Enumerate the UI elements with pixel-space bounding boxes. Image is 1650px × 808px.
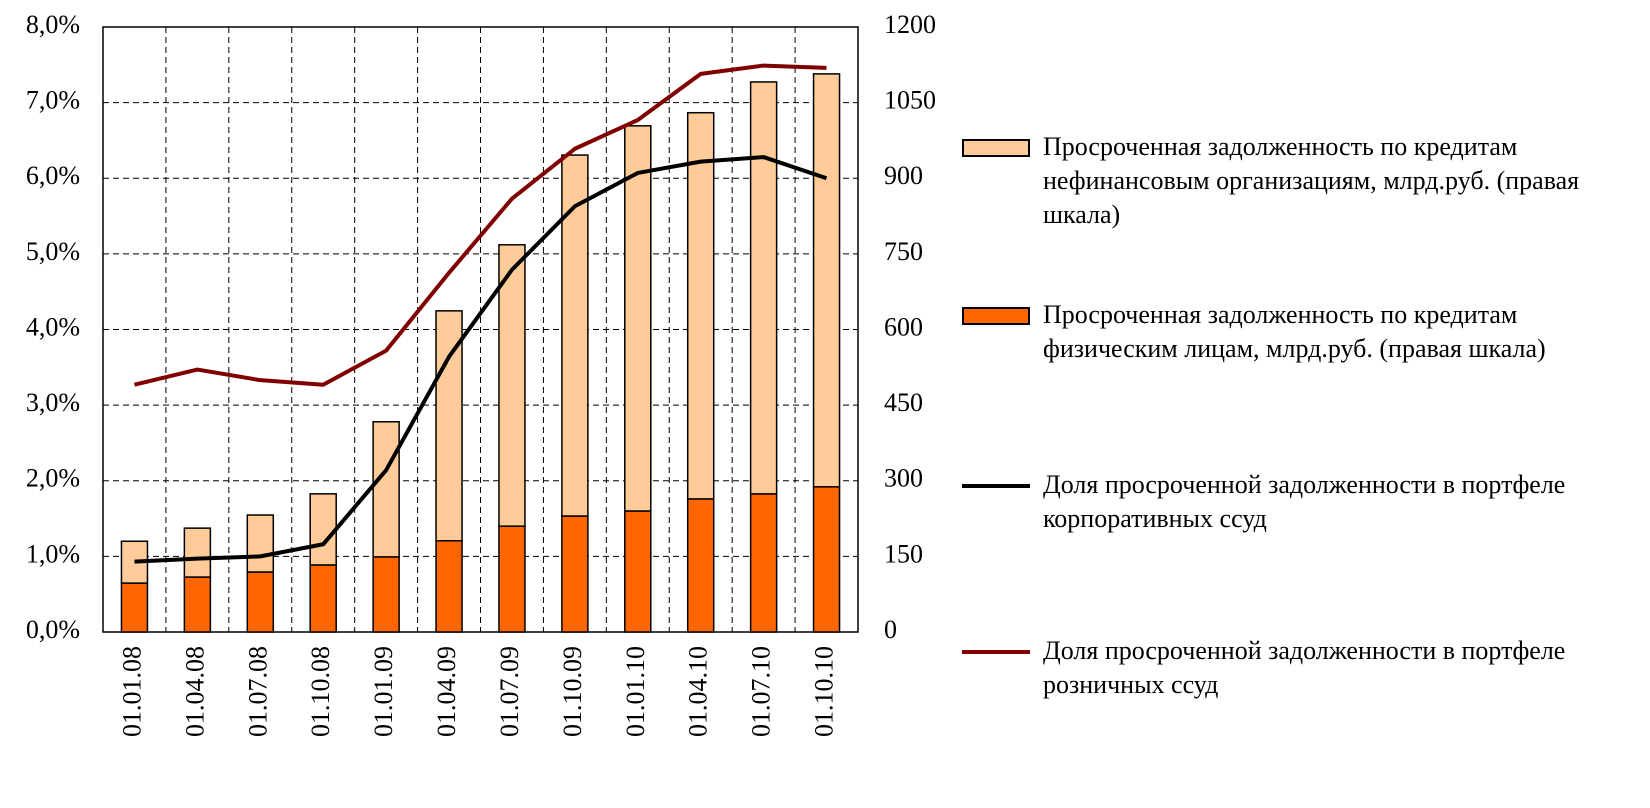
legend-label: Доля просроченной задолженности в портфе… bbox=[1043, 470, 1566, 533]
y2-tick-label: 0 bbox=[884, 615, 897, 644]
x-tick-label: 01.04.09 bbox=[432, 646, 461, 737]
bar bbox=[498, 525, 526, 633]
y2-tick-label: 1200 bbox=[884, 10, 936, 39]
x-tick-label: 01.01.10 bbox=[621, 646, 650, 737]
y-tick-label: 1,0% bbox=[26, 539, 80, 568]
bar bbox=[309, 493, 337, 566]
bar bbox=[749, 81, 778, 495]
y2-tick-label: 1050 bbox=[884, 86, 936, 115]
y-tick-label: 5,0% bbox=[26, 237, 80, 266]
bar bbox=[309, 564, 337, 633]
legend-swatch bbox=[962, 139, 1030, 157]
bar bbox=[812, 486, 841, 633]
x-tick-label: 01.10.08 bbox=[306, 646, 335, 737]
y-tick-label: 3,0% bbox=[26, 388, 80, 417]
x-tick-label: 01.01.08 bbox=[117, 646, 146, 737]
bar bbox=[372, 421, 400, 558]
legend-swatch bbox=[962, 484, 1030, 488]
legend-label: Просроченная задолженность по кредитам н… bbox=[1043, 132, 1580, 229]
legend-swatch bbox=[962, 307, 1030, 325]
legend-swatch bbox=[962, 650, 1030, 654]
legend-item: Просроченная задолженность по кредитам ф… bbox=[962, 298, 1642, 366]
y-tick-label: 8,0% bbox=[26, 10, 80, 39]
y2-tick-label: 600 bbox=[884, 312, 923, 341]
y2-tick-label: 150 bbox=[884, 539, 923, 568]
x-tick-label: 01.07.10 bbox=[747, 646, 776, 737]
y-tick-label: 2,0% bbox=[26, 464, 80, 493]
bar bbox=[246, 514, 275, 573]
bar bbox=[561, 515, 589, 633]
legend-item: Просроченная задолженность по кредитам н… bbox=[962, 130, 1642, 232]
y-tick-label: 0,0% bbox=[26, 615, 80, 644]
x-tick-label: 01.10.10 bbox=[810, 646, 839, 737]
legend-item: Доля просроченной задолженности в портфе… bbox=[962, 634, 1642, 702]
bar bbox=[246, 571, 275, 633]
bar bbox=[812, 73, 841, 488]
bar bbox=[435, 310, 463, 542]
x-tick-label: 01.04.10 bbox=[684, 646, 713, 737]
bar bbox=[498, 244, 526, 527]
x-tick-label: 01.04.08 bbox=[180, 646, 209, 737]
bar bbox=[686, 498, 715, 633]
line bbox=[134, 155, 828, 564]
legend-item: Доля просроченной задолженности в портфе… bbox=[962, 468, 1642, 536]
x-tick-label: 01.07.09 bbox=[495, 646, 524, 737]
y2-tick-label: 300 bbox=[884, 464, 923, 493]
y-tick-label: 4,0% bbox=[26, 312, 80, 341]
bar bbox=[435, 539, 463, 633]
bar bbox=[183, 527, 212, 578]
y-tick-label: 6,0% bbox=[26, 161, 80, 190]
bar bbox=[183, 576, 212, 633]
bar bbox=[624, 125, 652, 512]
bar bbox=[624, 510, 652, 633]
y2-tick-label: 450 bbox=[884, 388, 923, 417]
x-tick-label: 01.07.08 bbox=[243, 646, 272, 737]
y-tick-label: 7,0% bbox=[26, 86, 80, 115]
line bbox=[133, 63, 827, 387]
x-tick-label: 01.10.09 bbox=[558, 646, 587, 737]
y2-tick-label: 900 bbox=[884, 161, 923, 190]
bar bbox=[561, 154, 589, 517]
y2-tick-label: 750 bbox=[884, 237, 923, 266]
bar bbox=[120, 582, 149, 633]
bar bbox=[372, 556, 400, 633]
bar bbox=[749, 493, 778, 633]
legend-label: Просроченная задолженность по кредитам ф… bbox=[1043, 300, 1546, 363]
x-tick-label: 01.01.09 bbox=[369, 646, 398, 737]
legend-label: Доля просроченной задолженности в портфе… bbox=[1043, 636, 1566, 699]
bar bbox=[686, 111, 715, 500]
plot-border bbox=[102, 26, 859, 633]
